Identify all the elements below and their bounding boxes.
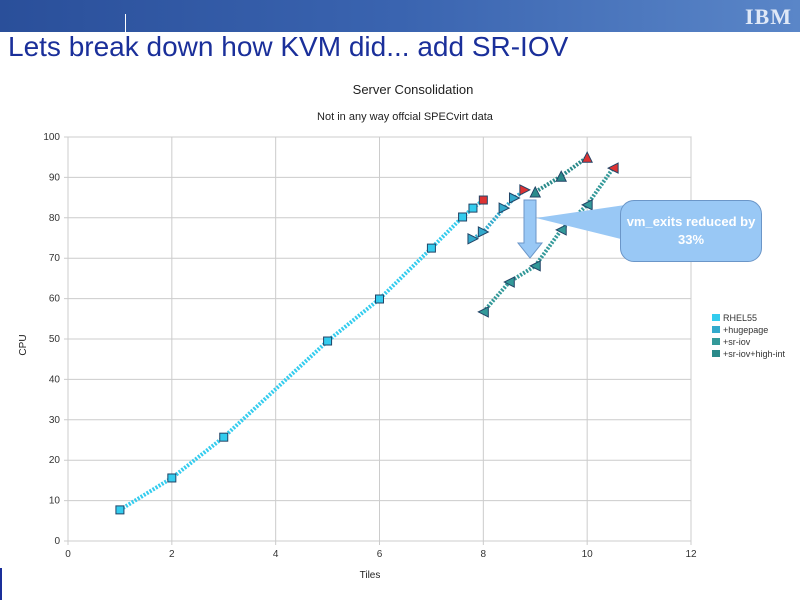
y-tick-label: 50 [49,334,61,345]
data-point [467,232,480,245]
legend-swatch [712,350,720,357]
data-point [219,432,229,442]
x-tick-label: 4 [273,549,279,560]
data-point [529,185,542,198]
legend-swatch [712,326,720,333]
data-point [519,184,531,196]
data-point [426,243,436,253]
header-banner [0,0,800,32]
data-point [167,473,177,483]
data-point [555,170,568,182]
legend-item: +sr-iov+high-int [712,349,785,359]
legend-item: RHEL55 [712,313,757,323]
down-arrow [516,199,544,259]
y-tick-label: 0 [54,536,60,547]
data-point [477,226,490,238]
y-axis-label: CPU [18,334,29,355]
y-tick-label: 20 [49,455,61,466]
legend-label: RHEL55 [723,313,758,323]
y-tick-label: 60 [49,294,61,305]
legend-swatch [712,314,720,321]
legend-label: +hugepage [723,325,769,335]
legend-label: +sr-iov [723,337,751,347]
legend-swatch [712,338,720,345]
callout-pointer [536,205,625,240]
y-tick-label: 10 [49,496,61,507]
legend-label: +sr-iov+high-int [723,349,786,359]
data-point [478,195,488,205]
x-axis-label: Tiles [360,570,381,581]
y-tick-label: 30 [49,415,61,426]
x-tick-label: 6 [377,549,383,560]
chart-subtitle: Not in any way offcial SPECvirt data [317,111,494,123]
data-point [555,224,567,236]
data-point [458,212,468,222]
x-tick-label: 0 [65,549,71,560]
y-tick-label: 100 [43,132,60,143]
data-point [503,276,515,288]
y-tick-label: 70 [49,253,61,264]
data-point [323,336,333,346]
data-point [498,202,511,214]
data-point [477,306,489,318]
callout-bubble: vm_exits reduced by 33% [620,200,762,262]
accent-bar [0,568,2,600]
divider [125,14,126,34]
data-point [115,505,125,515]
x-tick-label: 8 [481,549,487,560]
series-line [481,166,615,314]
legend-item: +hugepage [712,325,768,335]
legend-item: +sr-iov [712,337,750,347]
x-tick-label: 10 [582,549,594,560]
data-point [375,294,384,304]
data-point [468,203,478,213]
slide-title: Lets break down how KVM did... add SR-IO… [8,31,569,62]
data-point [529,260,541,272]
data-point [581,151,593,163]
x-tick-label: 12 [685,549,697,560]
y-tick-label: 80 [49,213,61,224]
data-point [581,199,593,211]
y-tick-label: 90 [49,172,61,183]
y-tick-label: 40 [49,374,61,385]
chart-title: Server Consolidation [353,82,474,97]
ibm-logo: IBM [745,4,792,29]
x-tick-label: 2 [169,549,175,560]
data-point [508,192,521,204]
data-point [607,162,619,174]
